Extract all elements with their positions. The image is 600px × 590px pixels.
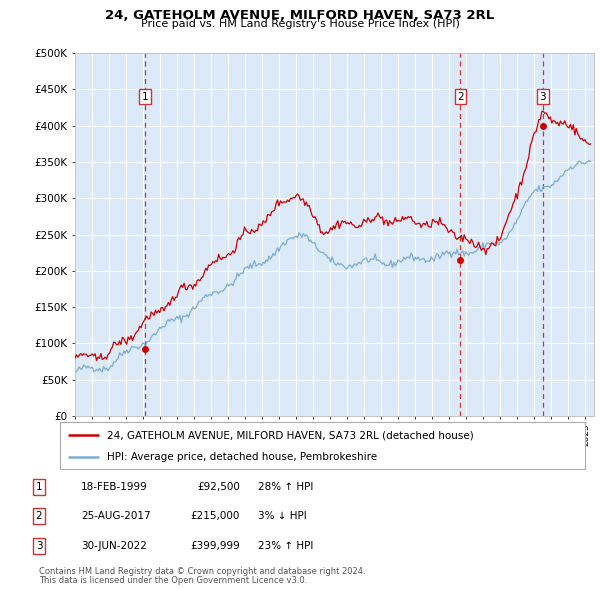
Text: 28% ↑ HPI: 28% ↑ HPI	[258, 482, 313, 491]
Text: 1: 1	[35, 482, 43, 491]
Text: HPI: Average price, detached house, Pembrokeshire: HPI: Average price, detached house, Pemb…	[107, 453, 377, 462]
Text: £92,500: £92,500	[197, 482, 240, 491]
Text: 1: 1	[142, 91, 149, 101]
Text: 2: 2	[457, 91, 464, 101]
Text: 3: 3	[539, 91, 546, 101]
Text: 3: 3	[35, 541, 43, 550]
Text: Contains HM Land Registry data © Crown copyright and database right 2024.: Contains HM Land Registry data © Crown c…	[39, 566, 365, 576]
Text: £399,999: £399,999	[190, 541, 240, 550]
Text: 2: 2	[35, 512, 43, 521]
Text: 24, GATEHOLM AVENUE, MILFORD HAVEN, SA73 2RL (detached house): 24, GATEHOLM AVENUE, MILFORD HAVEN, SA73…	[107, 430, 474, 440]
Text: 25-AUG-2017: 25-AUG-2017	[81, 512, 151, 521]
Text: 18-FEB-1999: 18-FEB-1999	[81, 482, 148, 491]
Text: 3% ↓ HPI: 3% ↓ HPI	[258, 512, 307, 521]
Text: Price paid vs. HM Land Registry's House Price Index (HPI): Price paid vs. HM Land Registry's House …	[140, 19, 460, 29]
Text: 23% ↑ HPI: 23% ↑ HPI	[258, 541, 313, 550]
Text: £215,000: £215,000	[191, 512, 240, 521]
Text: This data is licensed under the Open Government Licence v3.0.: This data is licensed under the Open Gov…	[39, 576, 307, 585]
Text: 24, GATEHOLM AVENUE, MILFORD HAVEN, SA73 2RL: 24, GATEHOLM AVENUE, MILFORD HAVEN, SA73…	[106, 9, 494, 22]
Text: 30-JUN-2022: 30-JUN-2022	[81, 541, 147, 550]
